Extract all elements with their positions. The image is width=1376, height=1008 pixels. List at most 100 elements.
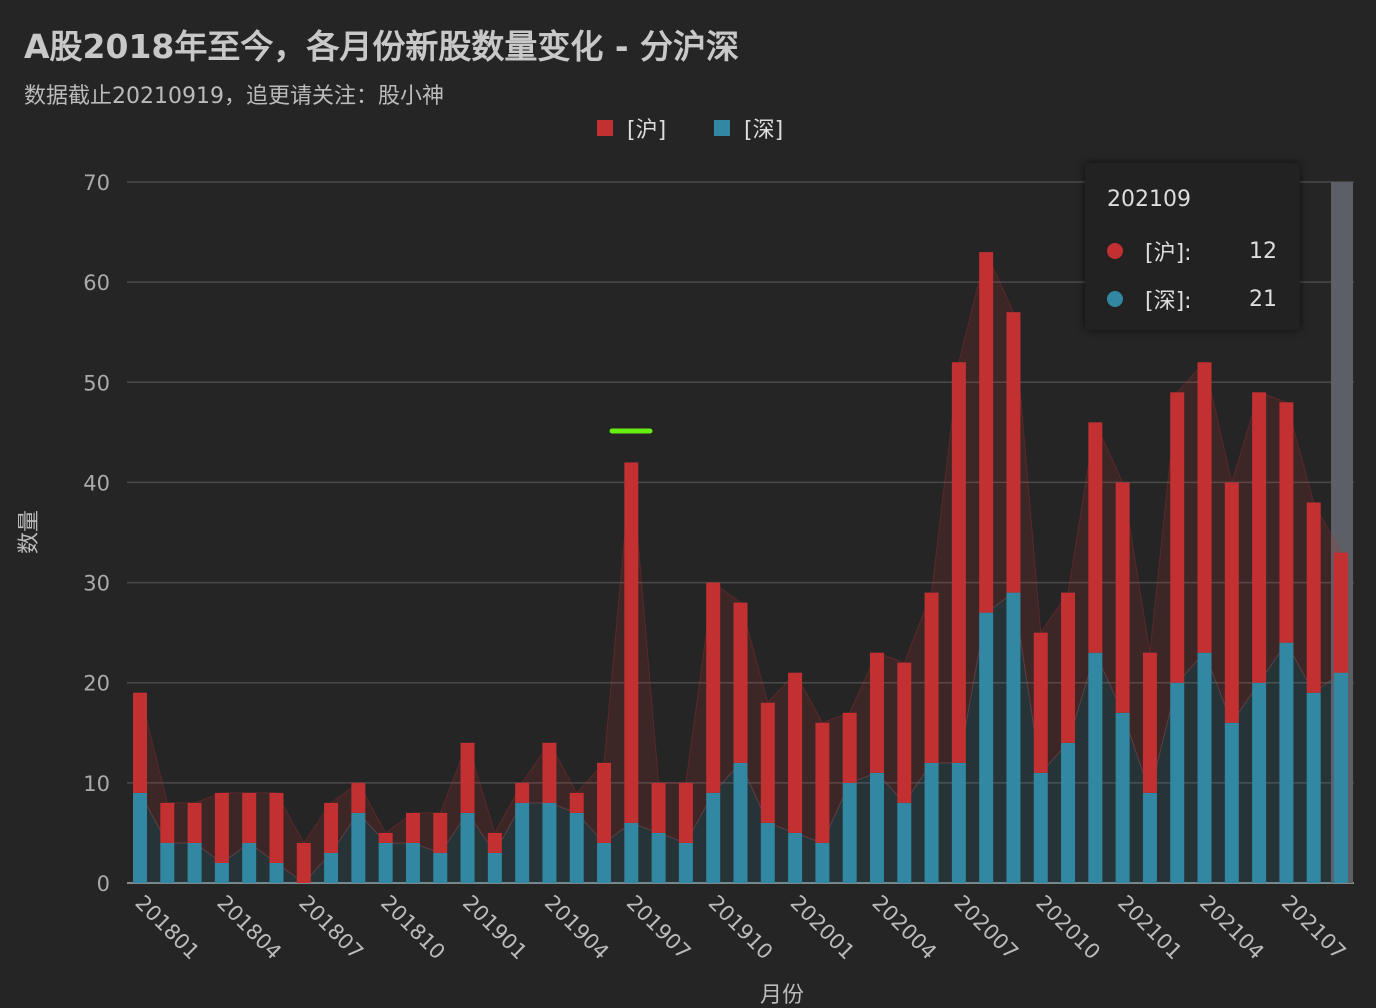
bar-sz-201910 [706, 792, 721, 883]
bar-sh-201804 [214, 792, 229, 863]
bar-sz-201903 [515, 802, 530, 883]
bar-sh-201903 [515, 782, 530, 803]
bar-sh-201907 [624, 462, 639, 823]
tooltip-label-sz: [深]: [1145, 289, 1192, 314]
bar-sz-202109 [1334, 672, 1348, 883]
bar-sz-202104 [1197, 652, 1212, 883]
bar-sh-202001 [788, 672, 803, 833]
bar-sz-202001 [788, 832, 803, 883]
bar-sh-202006 [924, 592, 939, 763]
bar-sh-202103 [1170, 392, 1185, 683]
bar-sz-202002 [815, 842, 830, 883]
bar-sh-202003 [842, 712, 857, 783]
chart-subtitle: 数据截止20210919，追更请关注：股小神 [24, 84, 444, 109]
tooltip-value-sz: 21 [1249, 286, 1277, 312]
x-tick-label: 201901 [458, 891, 532, 965]
bar-sz-201911 [733, 762, 748, 883]
bar-sz-201803 [187, 842, 202, 883]
x-tick-label: 202001 [786, 891, 860, 965]
bar-sh-202106 [1252, 392, 1267, 683]
bar-sz-202108 [1306, 692, 1321, 883]
x-tick-label: 201807 [294, 891, 368, 965]
bar-sh-202104 [1197, 362, 1212, 653]
x-tick-label: 201910 [704, 891, 778, 965]
bar-sz-202007 [951, 762, 966, 883]
bar-sh-202102 [1142, 652, 1157, 793]
bar-sz-201904 [542, 802, 557, 883]
bar-sz-201802 [160, 842, 175, 883]
bar-sz-201804 [214, 862, 229, 883]
legend-label-sh: [沪] [627, 118, 667, 143]
bar-sh-201905 [569, 792, 584, 813]
bar-sh-202108 [1306, 502, 1321, 693]
y-tick-label: 30 [83, 572, 110, 596]
y-tick-label: 10 [83, 772, 110, 796]
bar-sz-201805 [242, 842, 257, 883]
bar-sz-202006 [924, 762, 939, 883]
bar-sh-202101 [1115, 482, 1130, 713]
bar-sz-202005 [897, 802, 912, 883]
bar-sz-202011 [1061, 742, 1076, 883]
bar-sz-201811 [405, 842, 420, 883]
bar-sz-201907 [624, 822, 639, 883]
bar-sh-201901 [460, 742, 475, 813]
bar-sh-202007 [951, 362, 966, 763]
y-tick-label: 20 [83, 672, 110, 696]
bar-sz-202009 [1006, 592, 1021, 883]
y-tick-label: 0 [97, 872, 110, 896]
bar-sh-201805 [242, 792, 257, 843]
chart-title: A股2018年至今，各月份新股数量变化 - 分沪深 [24, 27, 740, 66]
bar-sh-202011 [1061, 592, 1076, 743]
legend-label-sz: [深] [744, 118, 784, 143]
bar-sz-201906 [597, 842, 612, 883]
bar-sz-202012 [1088, 652, 1103, 883]
tooltip-title: 202109 [1107, 187, 1191, 212]
bar-sz-202105 [1224, 722, 1239, 883]
bar-sh-201912 [760, 702, 775, 823]
bar-sh-202005 [897, 662, 912, 803]
bar-sh-201809 [351, 782, 366, 813]
bar-sz-201808 [324, 852, 339, 883]
bar-sz-202004 [869, 772, 884, 883]
legend-item-sh[interactable]: [沪] [597, 112, 666, 144]
x-tick-label: 201810 [376, 891, 450, 965]
bar-sz-201806 [269, 862, 284, 883]
tooltip-dot-sh [1107, 243, 1123, 259]
bar-sh-202109 [1334, 552, 1348, 673]
bar-sz-202008 [979, 612, 994, 883]
bar-sz-201902 [487, 852, 502, 883]
bar-sz-201809 [351, 812, 366, 883]
bar-sz-202003 [842, 782, 857, 883]
bar-sh-201910 [706, 582, 721, 793]
bar-sh-201812 [433, 812, 448, 853]
bar-sh-201908 [651, 782, 666, 833]
bar-sh-201810 [378, 832, 393, 843]
bar-sh-201803 [187, 802, 202, 843]
bar-sh-202002 [815, 722, 830, 843]
bar-sh-201806 [269, 792, 284, 863]
y-tick-label: 40 [83, 471, 110, 495]
bar-sh-201807 [296, 842, 311, 883]
bar-sh-201808 [324, 802, 339, 853]
bar-sz-202010 [1033, 772, 1048, 883]
y-axis-label: 数量 [17, 510, 42, 554]
tooltip-value-sh: 12 [1249, 238, 1277, 264]
x-tick-label: 201904 [540, 891, 614, 965]
y-tick-label: 50 [83, 371, 110, 395]
x-tick-label: 202107 [1277, 891, 1351, 965]
bar-sh-201801 [133, 692, 147, 793]
bar-sh-202004 [869, 652, 884, 773]
bar-sh-201811 [405, 812, 420, 843]
bar-sz-202102 [1142, 792, 1157, 883]
x-tick-label: 202007 [949, 891, 1023, 965]
bar-sh-202105 [1224, 482, 1239, 723]
bar-sz-202106 [1252, 682, 1267, 883]
bar-sz-201909 [678, 842, 693, 883]
bar-sh-201802 [160, 802, 175, 843]
legend-item-sz[interactable]: [深] [714, 112, 783, 144]
x-axis-label: 月份 [760, 983, 804, 1008]
bar-sh-201906 [597, 762, 612, 843]
bar-sh-202012 [1088, 422, 1103, 653]
bar-sh-202009 [1006, 312, 1021, 593]
